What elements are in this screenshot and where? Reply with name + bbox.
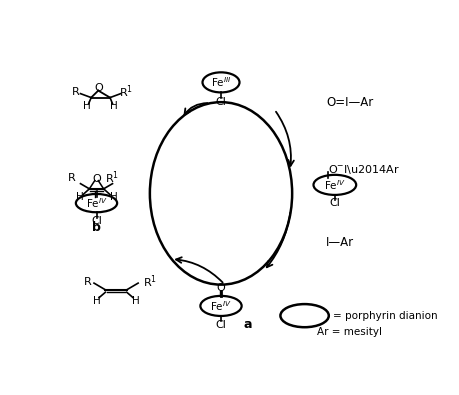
Text: b: b	[92, 221, 101, 234]
Text: R$^{1}$: R$^{1}$	[118, 84, 133, 100]
Text: Fe$^{IV}$: Fe$^{IV}$	[85, 196, 107, 210]
Text: R$^{1}$: R$^{1}$	[143, 273, 157, 290]
Text: H: H	[132, 296, 140, 306]
Text: = porphyrin dianion: = porphyrin dianion	[333, 310, 438, 321]
Text: Cl: Cl	[216, 320, 226, 330]
Text: H: H	[93, 296, 101, 306]
Text: a: a	[243, 318, 252, 331]
Text: O: O	[94, 83, 103, 94]
Text: I—Ar: I—Ar	[326, 235, 354, 248]
Text: Fe$^{III}$: Fe$^{III}$	[211, 75, 231, 89]
Text: Cl: Cl	[330, 198, 340, 208]
Text: O: O	[92, 174, 101, 184]
Text: R$^{1}$: R$^{1}$	[106, 170, 119, 186]
Text: Ar = mesityl: Ar = mesityl	[317, 327, 382, 337]
Text: H: H	[111, 102, 118, 111]
Text: Fe$^{IV}$: Fe$^{IV}$	[210, 299, 232, 313]
Text: Cl: Cl	[216, 97, 226, 107]
Text: Fe$^{IV}$: Fe$^{IV}$	[324, 178, 346, 192]
Text: H: H	[110, 192, 118, 202]
Text: H: H	[83, 102, 91, 111]
Text: O$^{-}$I\u2014Ar: O$^{-}$I\u2014Ar	[328, 163, 400, 175]
Text: O: O	[217, 283, 225, 293]
Text: R: R	[68, 173, 75, 183]
Text: Cl: Cl	[91, 216, 102, 226]
Text: R: R	[84, 276, 91, 287]
Text: H: H	[76, 192, 83, 202]
Text: O=I—Ar: O=I—Ar	[326, 96, 373, 109]
Text: R: R	[72, 87, 80, 97]
